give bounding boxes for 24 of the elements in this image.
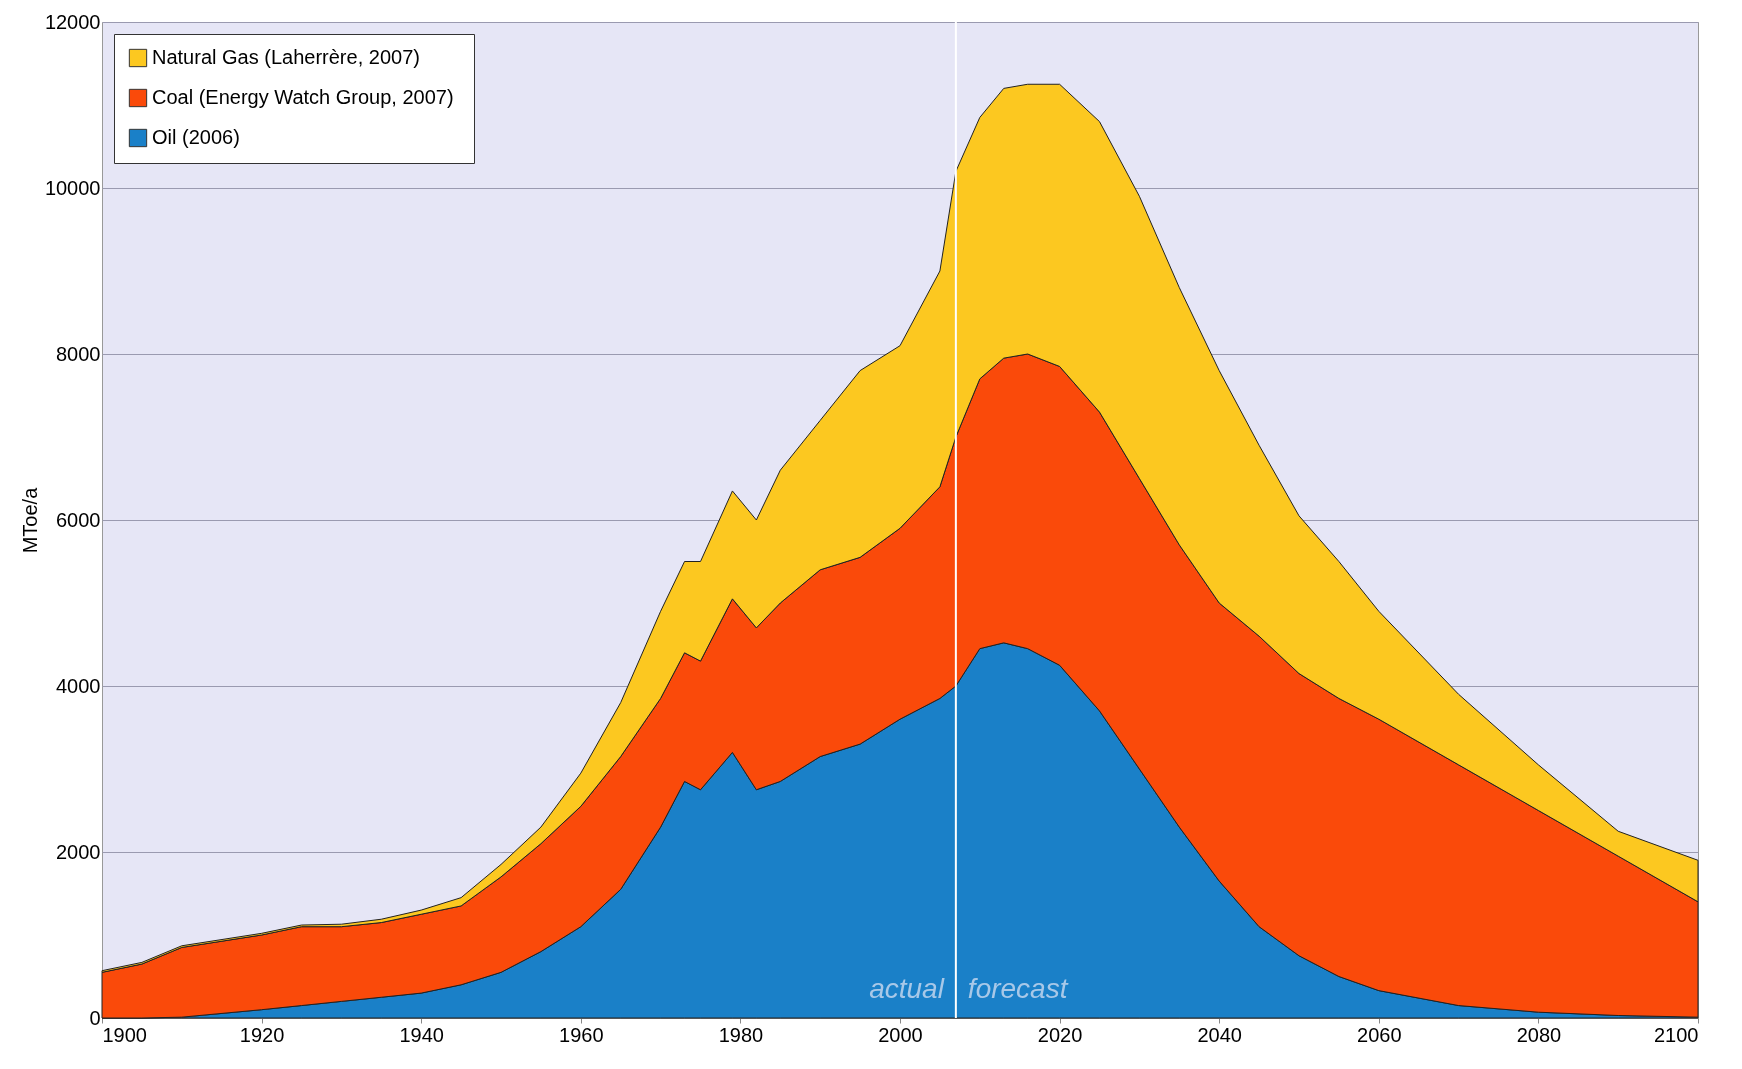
x-tick-label: 2000 (878, 1023, 923, 1046)
annotation: actual (869, 973, 945, 1004)
y-tick-label: 6000 (56, 508, 101, 531)
legend-label: Natural Gas (Laherrère, 2007) (152, 46, 420, 68)
y-tick-label: 2000 (56, 840, 101, 863)
x-tick-label: 2060 (1357, 1023, 1402, 1046)
y-axis-title: MToe/a (18, 486, 41, 554)
legend-label: Coal (Energy Watch Group, 2007) (152, 86, 454, 108)
x-tick-label: 2100 (1654, 1023, 1699, 1046)
x-tick-label: 1920 (239, 1023, 285, 1046)
legend-label: Oil (2006) (152, 126, 240, 148)
x-tick-label: 1960 (559, 1023, 604, 1046)
y-tick-label: 8000 (56, 342, 101, 365)
y-tick-label: 4000 (56, 674, 101, 697)
x-tick-label: 1940 (399, 1023, 444, 1046)
y-tick-label: 10000 (44, 176, 101, 199)
y-tick-label: 12000 (44, 10, 101, 33)
x-tick-label: 2020 (1037, 1023, 1083, 1046)
x-tick-label: 2040 (1197, 1023, 1242, 1046)
x-tick-label: 1980 (718, 1023, 764, 1046)
x-tick-label: 1900 (102, 1023, 147, 1046)
y-tick-label: 0 (89, 1006, 101, 1029)
annotation: forecast (967, 973, 1069, 1004)
x-tick-label: 2080 (1516, 1023, 1562, 1046)
